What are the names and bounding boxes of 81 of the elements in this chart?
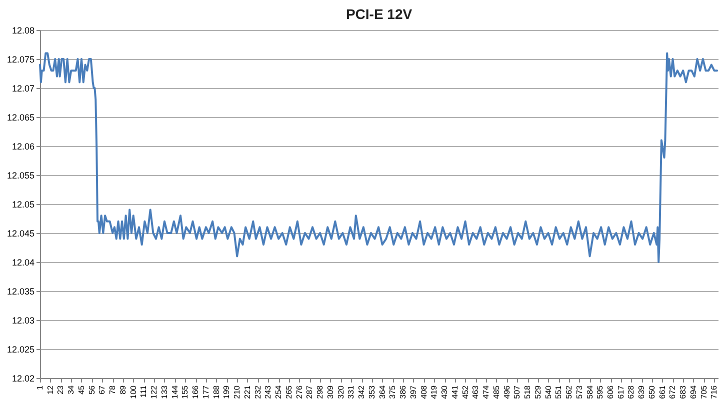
x-tick-label: 56	[87, 384, 96, 394]
x-tick-label: 265	[284, 384, 294, 399]
x-tick-label: 45	[76, 384, 86, 394]
x-tick-label: 12	[46, 384, 55, 394]
x-tick-label: 518	[523, 384, 532, 399]
y-tick-label: 12.02	[12, 374, 34, 384]
y-tick-label: 12.08	[12, 26, 34, 36]
x-tick-label: 496	[502, 384, 512, 399]
x-tick-label: 606	[606, 384, 615, 399]
x-tick-label: 276	[294, 384, 304, 399]
y-tick-label: 12.065	[6, 112, 34, 122]
x-tick-label: 342	[357, 384, 366, 399]
x-tick-label: 243	[264, 384, 273, 399]
x-tick-label: 320	[336, 384, 346, 399]
x-tick-label: 672	[668, 384, 678, 399]
x-tick-label: 529	[533, 384, 542, 399]
x-tick-label: 232	[253, 384, 262, 399]
y-tick-label: 12.045	[6, 228, 34, 238]
x-tick-label: 463	[471, 384, 480, 399]
x-tick-label: 386	[398, 384, 408, 399]
x-tick-label: 287	[305, 384, 314, 399]
x-tick-label: 639	[637, 384, 646, 399]
x-tick-label: 1	[36, 384, 44, 390]
x-tick-label: 133	[160, 384, 169, 399]
x-tick-label: 408	[419, 384, 428, 399]
y-tick-label: 12.075	[6, 54, 34, 64]
x-tick-label: 551	[554, 384, 564, 399]
x-tick-label: 199	[222, 384, 232, 399]
x-tick-label: 683	[678, 384, 688, 399]
x-tick-label: 78	[108, 384, 118, 394]
x-tick-label: 89	[118, 384, 128, 394]
y-tick-label: 12.07	[12, 84, 34, 94]
y-tick-label: 12.04	[12, 258, 34, 268]
x-tick-label: 430	[440, 384, 450, 399]
x-tick-label: 485	[492, 384, 501, 399]
x-tick-label: 562	[564, 384, 574, 399]
x-tick-label: 573	[574, 384, 584, 399]
x-tick-label: 364	[378, 384, 387, 399]
x-tick-label: 122	[150, 384, 159, 399]
x-tick-label: 254	[274, 384, 284, 399]
x-tick-label: 298	[316, 384, 325, 399]
x-tick-label: 331	[346, 384, 356, 399]
x-tick-label: 694	[688, 384, 698, 399]
x-tick-label: 507	[512, 384, 522, 399]
x-tick-label: 67	[98, 384, 107, 394]
x-tick-label: 375	[388, 384, 398, 399]
x-tick-label: 309	[326, 384, 335, 399]
y-tick-label: 12.06	[12, 142, 34, 152]
x-tick-label: 628	[626, 384, 636, 399]
x-tick-label: 419	[430, 384, 439, 399]
x-tick-label: 584	[585, 384, 594, 399]
x-tick-label: 474	[482, 384, 491, 399]
x-tick-label: 221	[242, 384, 252, 399]
x-tick-label: 177	[201, 384, 210, 399]
x-tick-label: 100	[128, 384, 138, 399]
x-tick-label: 397	[408, 384, 418, 399]
x-tick-label: 34	[66, 384, 76, 394]
x-tick-label: 23	[56, 384, 66, 394]
x-tick-label: 166	[191, 384, 200, 399]
x-tick-label: 540	[544, 384, 553, 399]
x-tick-label: 716	[710, 384, 719, 399]
x-tick-label: 144	[170, 384, 180, 399]
line-series	[39, 52, 718, 263]
chart-title: PCI-E 12V	[346, 6, 413, 22]
x-tick-label: 210	[232, 384, 242, 399]
x-tick-label: 650	[647, 384, 656, 399]
x-tick-label: 661	[658, 384, 667, 399]
x-tick-label: 441	[450, 384, 460, 399]
y-tick-label: 12.055	[6, 170, 34, 180]
x-tick-label: 155	[180, 384, 190, 399]
x-tick-label: 188	[212, 384, 221, 399]
x-tick-label: 705	[699, 384, 708, 399]
x-tick-label: 353	[367, 384, 376, 399]
y-tick-label: 12.03	[12, 316, 34, 326]
y-tick-label: 12.025	[6, 344, 34, 354]
y-tick-label: 12.035	[6, 286, 34, 296]
y-tick-label: 12.05	[12, 200, 34, 210]
x-tick-label: 595	[596, 384, 605, 399]
x-tick-label: 452	[460, 384, 470, 399]
x-tick-label: 617	[616, 384, 626, 399]
x-tick-label: 111	[139, 384, 148, 398]
